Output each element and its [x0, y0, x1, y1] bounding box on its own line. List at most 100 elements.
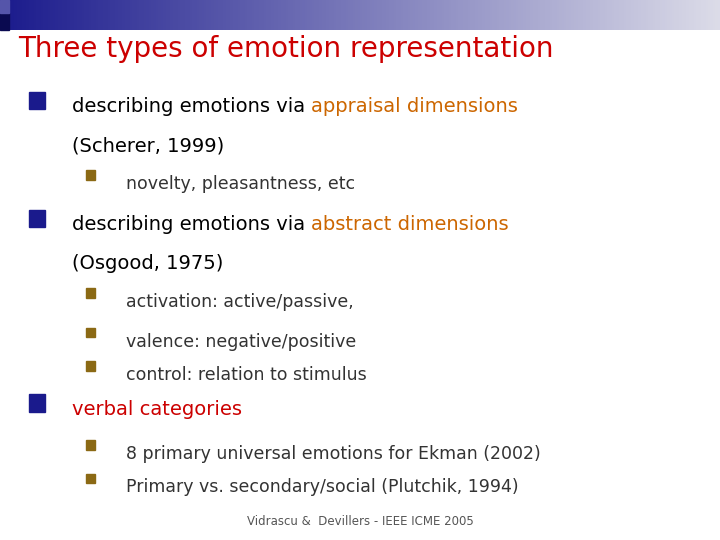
- Bar: [348, 0, 351, 30]
- Bar: [670, 0, 672, 30]
- Bar: [7, 0, 9, 30]
- Bar: [274, 0, 276, 30]
- Bar: [269, 0, 271, 30]
- Bar: [333, 0, 336, 30]
- Bar: [252, 0, 254, 30]
- Bar: [146, 0, 149, 30]
- Bar: [27, 0, 29, 30]
- Bar: [662, 0, 665, 30]
- Text: valence: negative/positive: valence: negative/positive: [126, 333, 356, 350]
- Bar: [410, 0, 413, 30]
- Bar: [708, 0, 711, 30]
- Bar: [612, 0, 614, 30]
- Bar: [576, 0, 578, 30]
- Bar: [377, 0, 379, 30]
- Text: describing emotions via: describing emotions via: [72, 97, 311, 116]
- Bar: [34, 0, 36, 30]
- Bar: [0, 0, 2, 30]
- Bar: [382, 0, 384, 30]
- Bar: [259, 0, 261, 30]
- Bar: [531, 0, 533, 30]
- Bar: [276, 0, 279, 30]
- Bar: [55, 0, 58, 30]
- Bar: [427, 0, 430, 30]
- Bar: [156, 0, 158, 30]
- Bar: [297, 0, 300, 30]
- Bar: [547, 0, 549, 30]
- Bar: [187, 0, 189, 30]
- Bar: [665, 0, 667, 30]
- Bar: [533, 0, 535, 30]
- Bar: [648, 0, 650, 30]
- Bar: [166, 0, 168, 30]
- Bar: [302, 0, 305, 30]
- Bar: [254, 0, 257, 30]
- Bar: [305, 0, 307, 30]
- Bar: [461, 0, 463, 30]
- Bar: [423, 0, 425, 30]
- Bar: [595, 0, 598, 30]
- Bar: [110, 0, 113, 30]
- Bar: [657, 0, 660, 30]
- Bar: [96, 0, 99, 30]
- Bar: [713, 0, 715, 30]
- Bar: [636, 0, 639, 30]
- Bar: [151, 0, 153, 30]
- Bar: [163, 0, 166, 30]
- Bar: [624, 0, 626, 30]
- Bar: [590, 0, 593, 30]
- Bar: [218, 0, 221, 30]
- Bar: [523, 0, 526, 30]
- Text: Three types of emotion representation: Three types of emotion representation: [18, 35, 554, 63]
- Bar: [0, 0, 9, 14]
- Bar: [542, 0, 545, 30]
- Bar: [67, 0, 70, 30]
- Bar: [60, 0, 63, 30]
- Bar: [509, 0, 511, 30]
- Text: appraisal dimensions: appraisal dimensions: [311, 97, 518, 116]
- Bar: [175, 0, 178, 30]
- Bar: [511, 0, 513, 30]
- Bar: [86, 170, 95, 180]
- Bar: [153, 0, 156, 30]
- Bar: [86, 440, 95, 450]
- Bar: [600, 0, 603, 30]
- Bar: [528, 0, 531, 30]
- Bar: [701, 0, 703, 30]
- Bar: [77, 0, 79, 30]
- Bar: [526, 0, 528, 30]
- Bar: [641, 0, 643, 30]
- Bar: [374, 0, 377, 30]
- Bar: [502, 0, 504, 30]
- Bar: [331, 0, 333, 30]
- Bar: [65, 0, 67, 30]
- Bar: [17, 0, 19, 30]
- Bar: [643, 0, 646, 30]
- Bar: [405, 0, 408, 30]
- Bar: [559, 0, 562, 30]
- Bar: [178, 0, 180, 30]
- Bar: [91, 0, 94, 30]
- Bar: [58, 0, 60, 30]
- Bar: [43, 0, 45, 30]
- Bar: [127, 0, 130, 30]
- Bar: [367, 0, 369, 30]
- Bar: [430, 0, 432, 30]
- Bar: [715, 0, 718, 30]
- Bar: [518, 0, 521, 30]
- Bar: [358, 0, 360, 30]
- Bar: [463, 0, 466, 30]
- Bar: [394, 0, 396, 30]
- Bar: [401, 0, 403, 30]
- Bar: [240, 0, 243, 30]
- Bar: [477, 0, 480, 30]
- Bar: [149, 0, 151, 30]
- Bar: [290, 0, 293, 30]
- Bar: [650, 0, 653, 30]
- Bar: [144, 0, 146, 30]
- Bar: [29, 394, 45, 411]
- Bar: [86, 361, 95, 371]
- Bar: [29, 92, 45, 109]
- Bar: [125, 0, 127, 30]
- Bar: [29, 210, 45, 227]
